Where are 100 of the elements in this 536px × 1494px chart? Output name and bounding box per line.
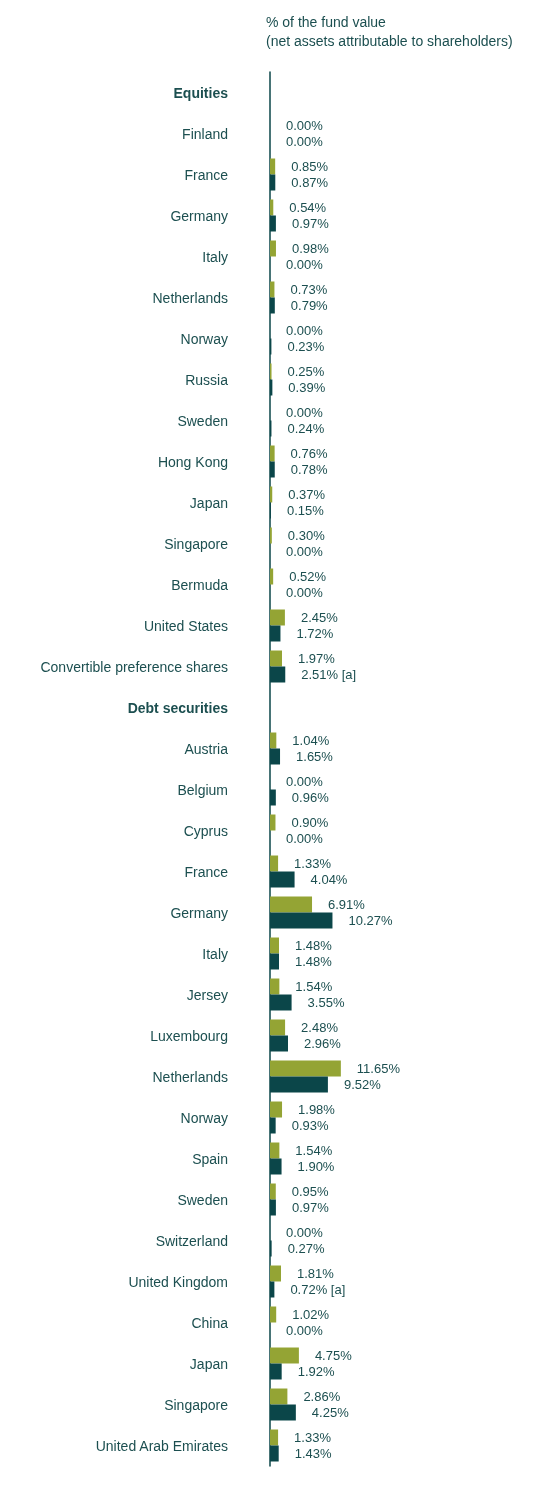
data-label: 0.79%	[290, 298, 329, 313]
y-tick-label: Germany	[170, 207, 228, 224]
data-label: 0.00%	[286, 118, 324, 133]
bar	[270, 650, 282, 667]
data-label: 0.24%	[287, 421, 325, 436]
data-label: 1.48%	[295, 954, 333, 969]
data-label: 1.90%	[297, 1159, 335, 1174]
data-label: 2.51% [a]	[301, 667, 357, 682]
data-label: 0.25%	[287, 364, 325, 379]
data-label: 4.04%	[310, 872, 348, 887]
data-label: 0.27%	[287, 1241, 325, 1256]
y-tick-label: Luxembourg	[150, 1027, 228, 1044]
data-label: 0.54%	[289, 200, 327, 215]
bar	[270, 1306, 277, 1323]
data-label: 0.00%	[286, 774, 324, 789]
data-label: 0.72% [a]	[290, 1282, 346, 1297]
y-tick-label: Cyprus	[183, 822, 228, 839]
y-tick-label: Switzerland	[155, 1232, 228, 1249]
bar	[270, 1101, 283, 1118]
data-label: 4.75%	[314, 1348, 353, 1363]
data-label: 0.52%	[289, 569, 327, 584]
data-label: 0.76%	[290, 446, 328, 461]
data-label: 0.85%	[291, 159, 329, 174]
data-label: 1.48%	[295, 938, 333, 953]
y-tick-label: Bermuda	[171, 576, 229, 593]
data-label: 0.97%	[291, 216, 330, 231]
data-label: 0.00%	[286, 544, 324, 559]
data-label: 1.54%	[295, 979, 333, 994]
y-tick-label: Italy	[202, 248, 228, 265]
bar	[270, 937, 279, 954]
y-tick-label: France	[184, 863, 229, 880]
data-label: 1.81%	[297, 1266, 335, 1281]
y-tick-label: Netherlands	[152, 289, 228, 306]
data-label: 9.52%	[343, 1077, 382, 1092]
y-tick-label: Norway	[180, 330, 228, 347]
bar	[270, 445, 275, 462]
data-label: 0.78%	[290, 462, 329, 477]
x-axis-title: % of the fund value (net assets attributable to shareholders)	[266, 13, 513, 49]
y-tick-label: Italy	[202, 945, 228, 962]
data-label: 1.33%	[294, 856, 332, 871]
data-label: 0.37%	[288, 487, 326, 502]
data-label: 4.25%	[311, 1405, 350, 1420]
data-label: 0.00%	[286, 585, 324, 600]
y-tick-label: Singapore	[164, 1396, 229, 1413]
bar	[270, 609, 285, 626]
bar	[270, 240, 276, 257]
bar	[270, 855, 279, 872]
bar	[270, 199, 274, 216]
data-label: 1.02%	[292, 1307, 330, 1322]
bar	[270, 1347, 299, 1364]
y-tick-label: United Arab Emirates	[95, 1437, 228, 1454]
y-tick-label: Spain	[192, 1150, 228, 1167]
data-label: 6.91%	[328, 897, 366, 912]
data-label: 0.95%	[291, 1184, 330, 1199]
bar	[270, 814, 276, 831]
y-tick-label: Hong Kong	[157, 453, 228, 470]
data-label: 2.86%	[303, 1389, 341, 1404]
bar	[270, 732, 277, 749]
y-tick-label: Japan	[189, 494, 228, 511]
data-label: 0.00%	[286, 1323, 324, 1338]
bar	[270, 1060, 341, 1077]
y-tick-label: China	[191, 1314, 229, 1331]
y-tick-label: Convertible preference shares	[40, 658, 228, 675]
data-label: 0.90%	[291, 815, 329, 830]
data-label: 2.45%	[300, 610, 339, 625]
y-tick-label: Sweden	[177, 412, 228, 429]
data-label: 1.04%	[292, 733, 330, 748]
y-tick-label: Russia	[185, 371, 229, 388]
data-label: 0.93%	[291, 1118, 329, 1133]
data-label: 0.97%	[291, 1200, 330, 1215]
data-label: 0.87%	[291, 175, 329, 190]
data-label: 0.23%	[287, 339, 325, 354]
data-label: 0.00%	[286, 405, 324, 420]
data-label: 1.54%	[295, 1143, 333, 1158]
data-label: 1.97%	[297, 651, 336, 666]
y-tick-label: Debt securities	[127, 699, 229, 716]
y-tick-label: Norway	[180, 1109, 228, 1126]
data-label: 2.48%	[301, 1020, 339, 1035]
data-label: 0.15%	[286, 503, 325, 518]
y-tick-label: Sweden	[177, 1191, 228, 1208]
bar	[270, 158, 276, 175]
bar	[270, 978, 280, 995]
data-label: 0.00%	[286, 134, 324, 149]
y-tick-label: Austria	[184, 740, 229, 757]
data-label: 0.00%	[286, 1225, 324, 1240]
y-tick-label: Germany	[170, 904, 228, 921]
data-label: 1.33%	[294, 1430, 332, 1445]
bar	[270, 1183, 276, 1200]
data-label: 1.65%	[296, 749, 334, 764]
data-label: 11.65%	[356, 1061, 401, 1076]
y-tick-label: Singapore	[164, 535, 229, 552]
data-label: 0.30%	[287, 528, 326, 543]
bar	[270, 1388, 288, 1405]
y-tick-label: Jersey	[186, 986, 228, 1003]
data-label: 0.73%	[290, 282, 328, 297]
data-label: 1.72%	[296, 626, 334, 641]
data-label: 0.98%	[291, 241, 330, 256]
y-tick-label: United Kingdom	[128, 1273, 228, 1290]
data-label: 0.39%	[288, 380, 326, 395]
data-label: 3.55%	[307, 995, 345, 1010]
